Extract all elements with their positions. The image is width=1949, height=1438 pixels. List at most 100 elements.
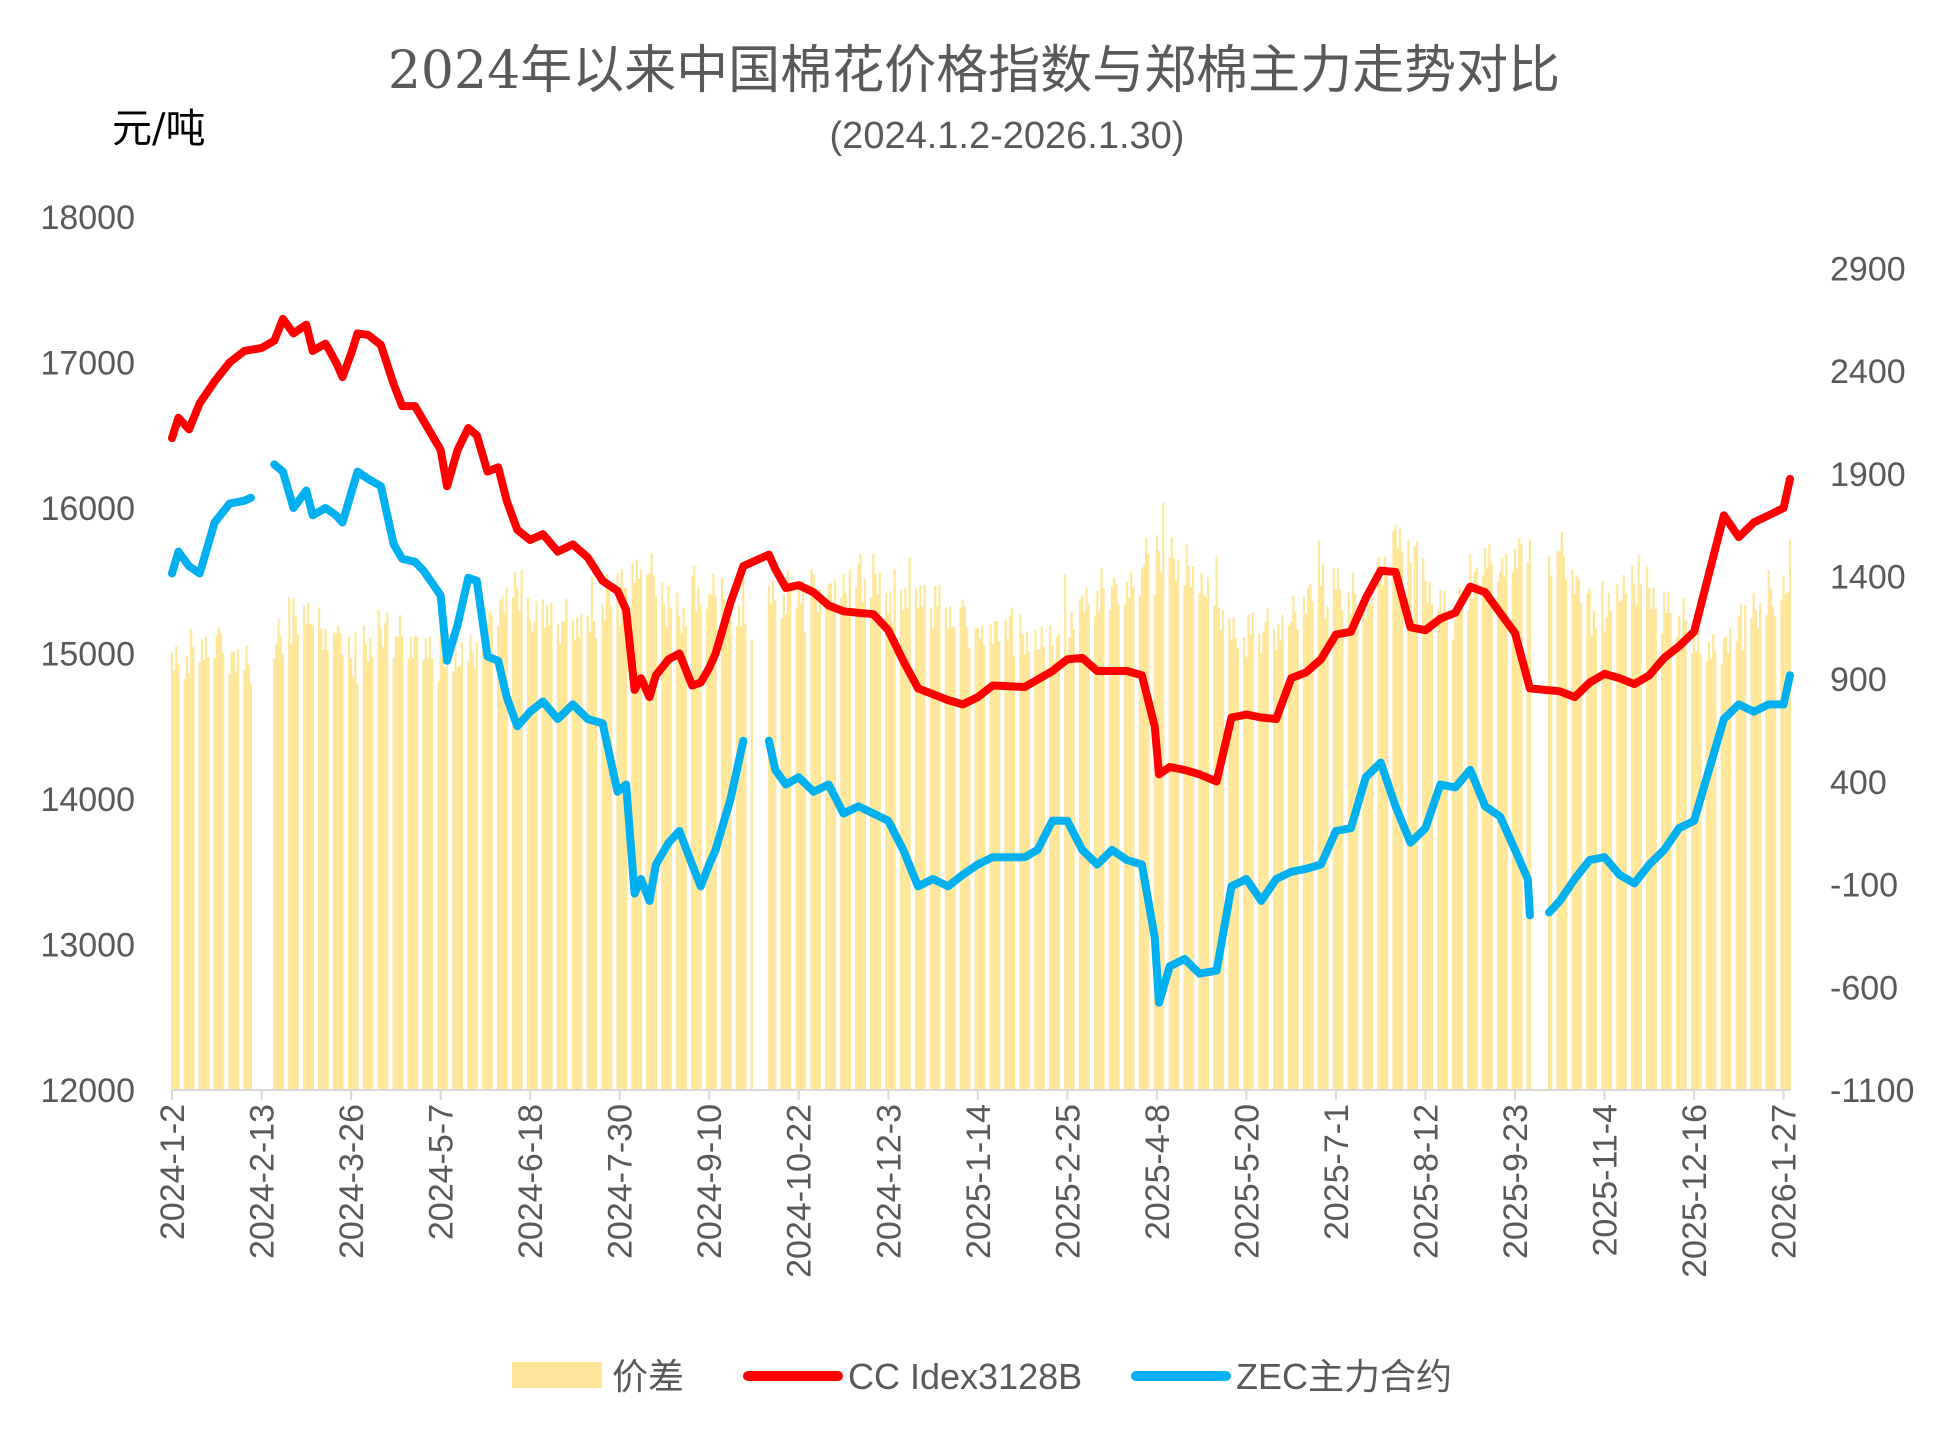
x-tick-label: 2025-7-1 [1318, 1104, 1356, 1240]
left-y-tick-label: 13000 [40, 927, 135, 965]
spread-bar [1185, 544, 1188, 1090]
spread-bar [183, 679, 186, 1090]
spread-bar [825, 607, 828, 1090]
chart-title: 2024年以来中国棉花价格指数与郑棉主力走势对比 [388, 41, 1560, 101]
spread-bar [1684, 620, 1687, 1090]
right-y-tick-label: 1900 [1830, 456, 1906, 494]
spread-bar [520, 570, 523, 1090]
spread-bar [192, 646, 195, 1090]
spread-bar [458, 666, 461, 1090]
spread-bar [951, 626, 954, 1090]
spread-bar [795, 607, 798, 1090]
spread-bar [1356, 614, 1359, 1090]
x-tick-label: 2025-9-23 [1497, 1104, 1535, 1259]
spread-bar [1475, 567, 1478, 1090]
spread-bar [273, 658, 276, 1090]
spread-bar [543, 627, 547, 1090]
spread-bar [1130, 571, 1133, 1090]
spread-bar [1055, 636, 1058, 1090]
spread-bar [1415, 541, 1419, 1090]
spread-bar [1639, 584, 1642, 1090]
spread-bar [1247, 614, 1250, 1090]
spread-bar [919, 586, 922, 1090]
spread-bar [1579, 603, 1583, 1090]
spread-bar [311, 625, 314, 1090]
spread-bar [974, 628, 977, 1090]
spread-bar [1102, 588, 1105, 1090]
spread-bar [1407, 539, 1410, 1090]
spread-bar [1424, 581, 1427, 1090]
spread-bar [320, 628, 323, 1090]
spread-bar [750, 639, 753, 1090]
spread-bar [349, 658, 353, 1090]
spread-bar [1739, 604, 1743, 1090]
spread-bar [505, 587, 508, 1090]
spread-bar [740, 626, 743, 1090]
spread-bar [228, 673, 231, 1090]
spread-bar [812, 574, 815, 1090]
spread-bar [953, 627, 956, 1090]
spread-bar [1771, 606, 1775, 1090]
spread-bar [1153, 594, 1156, 1090]
spread-bar [784, 614, 788, 1090]
x-tick-label: 2024-1-2 [154, 1104, 192, 1240]
spread-bar [1692, 628, 1696, 1090]
spread-bar [966, 627, 969, 1090]
y-axis-unit: 元/吨 [112, 106, 205, 152]
spread-bar [1548, 556, 1551, 1090]
spread-bar [1565, 579, 1568, 1090]
spread-bar [1675, 637, 1679, 1090]
spread-bar [1243, 636, 1246, 1090]
spread-bar [1287, 625, 1291, 1090]
spread-bar [1690, 653, 1694, 1090]
spread-bar [1724, 636, 1728, 1090]
spread-bar [1113, 577, 1116, 1090]
spread-bar [245, 646, 248, 1090]
spread-bar [855, 587, 858, 1090]
spread-bar [878, 571, 881, 1090]
right-y-tick-label: -100 [1830, 867, 1898, 905]
spread-bar [676, 593, 679, 1090]
spread-bar [362, 624, 365, 1090]
spread-bar [1117, 603, 1120, 1090]
spread-bar [339, 633, 342, 1090]
spread-bar [1550, 575, 1553, 1090]
spread-bar [1526, 562, 1529, 1090]
spread-bar [1767, 569, 1770, 1090]
spread-bar [249, 683, 252, 1090]
spread-bar [232, 651, 235, 1090]
spread-bar [1347, 592, 1350, 1090]
spread-bar [580, 614, 583, 1090]
spread-bar [1042, 646, 1045, 1090]
spread-bar [1452, 639, 1455, 1090]
spread-bar [424, 638, 427, 1090]
x-tick-label: 2024-12-3 [870, 1104, 908, 1259]
spread-bar [840, 597, 843, 1090]
spread-bar [1066, 653, 1069, 1090]
spread-bar [1712, 633, 1715, 1090]
spread-bar [1049, 625, 1052, 1090]
spread-bar [1669, 612, 1672, 1090]
spread-bar [1232, 617, 1235, 1090]
spread-bar [1471, 599, 1474, 1090]
spread-bar [1339, 589, 1342, 1090]
spread-bar [215, 635, 218, 1090]
spread-bar [1160, 572, 1163, 1090]
x-tick-label: 2026-1-27 [1766, 1104, 1804, 1259]
spread-bar [1654, 608, 1657, 1090]
spread-bar [1484, 548, 1487, 1090]
spread-bar [1262, 631, 1265, 1090]
spread-bar [590, 576, 594, 1090]
spread-bar [413, 636, 417, 1090]
spread-bar [1426, 602, 1429, 1090]
spread-bar [1125, 582, 1129, 1090]
spread-bar [1528, 539, 1532, 1090]
spread-bar [874, 573, 877, 1090]
spread-bar [887, 613, 890, 1090]
spread-bar [416, 636, 419, 1090]
series-lines [168, 314, 1794, 1007]
spread-bar [1660, 633, 1664, 1090]
spread-bar [595, 637, 598, 1090]
spread-bar [729, 601, 732, 1090]
